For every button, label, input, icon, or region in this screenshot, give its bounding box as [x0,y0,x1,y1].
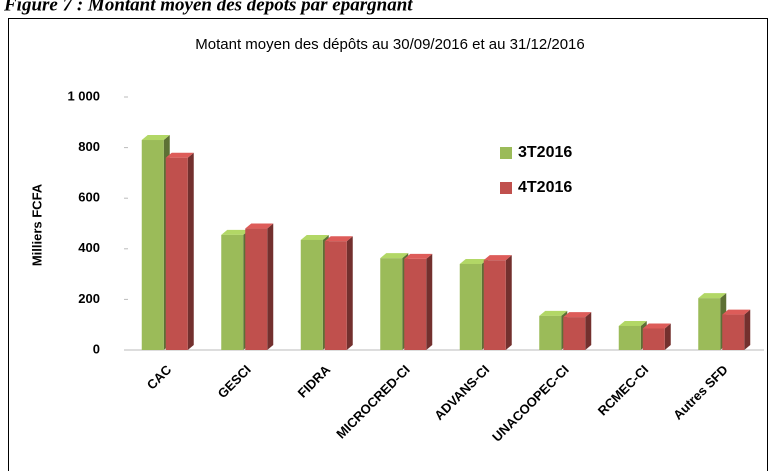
bar-top [483,255,512,261]
y-tick-label: 400 [78,240,100,255]
bar [221,234,244,350]
y-tick-label: 0 [93,341,100,356]
bar-top [618,320,647,326]
bar-side [267,223,274,350]
bar [483,260,506,350]
bar-top [380,253,409,259]
bar [459,263,482,350]
y-tick-label: 600 [78,190,100,205]
bar-top [165,152,194,158]
bar-top [539,310,568,316]
bar [618,325,641,350]
bar-top [221,229,250,235]
bar [380,258,403,350]
chart-frame [8,18,768,471]
bar-top [324,236,353,242]
legend-swatch [500,147,512,159]
bar [165,157,188,350]
legend-swatch [500,182,512,194]
y-tick-label: 1 000 [67,88,100,103]
bar-side [346,236,353,350]
y-axis-label: Milliers FCFA [29,183,44,266]
bar-side [744,309,751,350]
bar-side [426,253,433,350]
bar-top [698,293,727,299]
bar [539,315,562,350]
bar-top [563,312,592,318]
bar-side [505,255,512,350]
bar [698,298,721,350]
bar [722,314,745,350]
bar-side [187,152,194,350]
bar-top [404,253,433,259]
bar [324,241,347,350]
bar [404,258,427,350]
chart-title: Motant moyen des dépôts au 30/09/2016 et… [195,36,584,53]
bar [245,228,268,350]
bar [300,239,323,350]
bar-top [459,258,488,264]
bar [141,140,164,350]
bar-top [245,223,274,229]
y-tick-label: 800 [78,139,100,154]
bar-top [141,135,170,141]
bar [642,328,665,350]
bar-side [664,323,671,350]
bar-top [642,323,671,329]
legend-label: 3T2016 [518,144,572,161]
legend-label: 4T2016 [518,179,572,196]
bar-top [722,309,751,315]
bar-top [300,234,329,240]
bar-side [585,312,592,350]
bar [563,317,586,350]
figure-caption: Figure 7 : Montant moyen des dépôts par … [3,0,413,15]
y-tick-label: 200 [78,291,100,306]
